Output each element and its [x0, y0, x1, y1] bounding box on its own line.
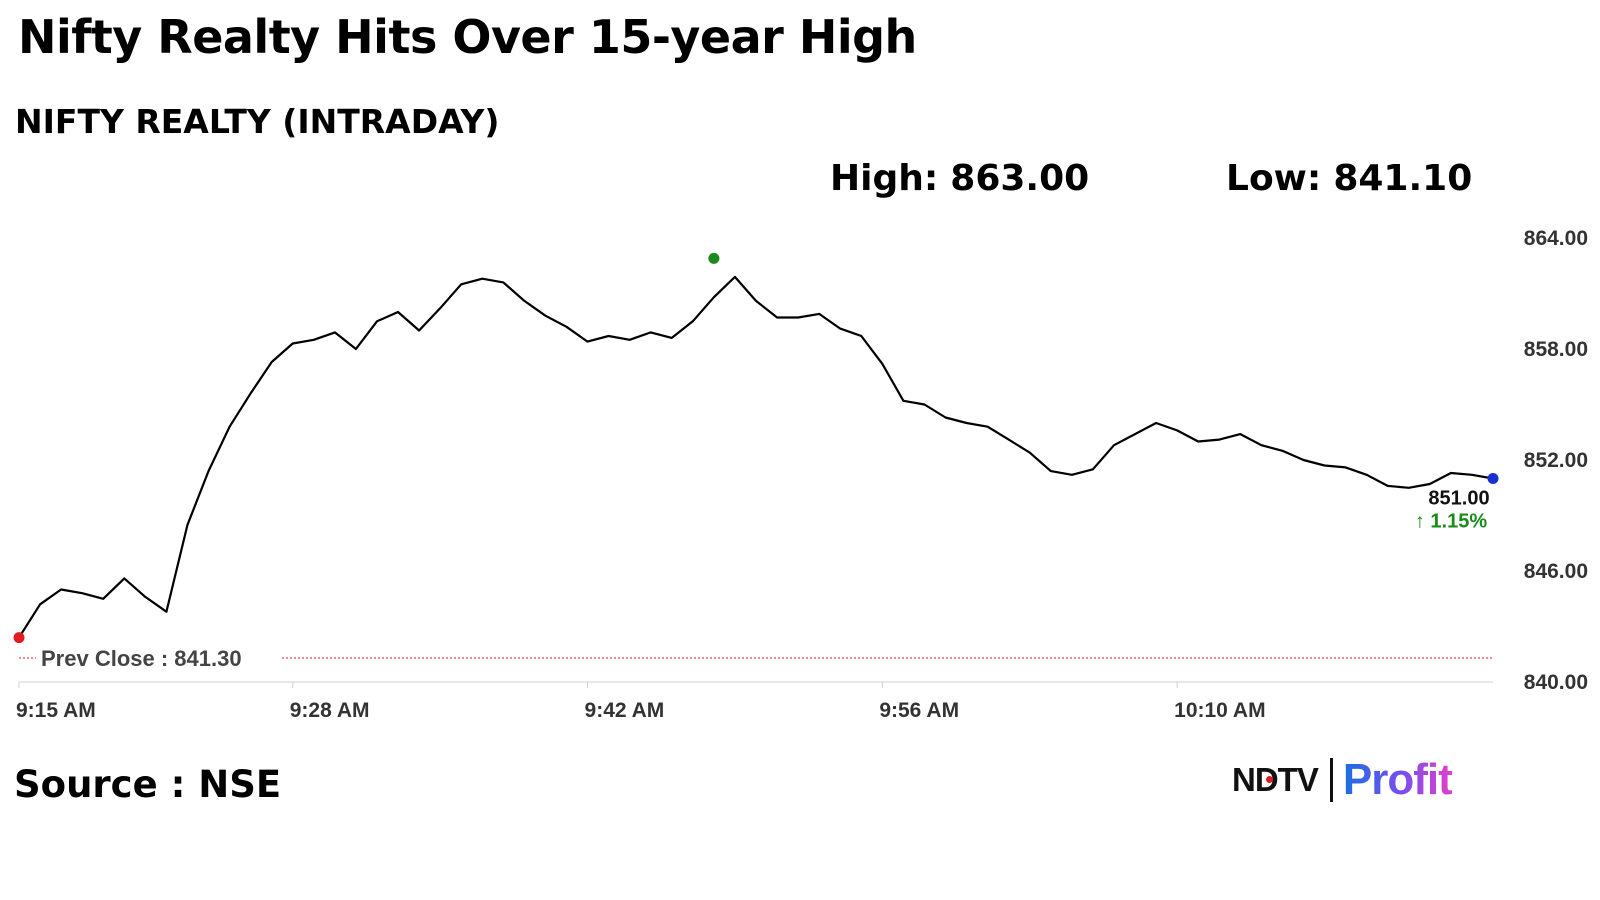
last-value-label: 851.00 [1428, 488, 1489, 510]
y-tick-label: 852.00 [1524, 449, 1588, 472]
open-marker [13, 632, 25, 644]
ndtv-profit-logo: NDTV Profit [1232, 754, 1453, 806]
y-tick-label: 840.00 [1524, 671, 1588, 694]
x-tick-label: 9:28 AM [290, 699, 370, 722]
x-tick-label: 9:42 AM [585, 699, 665, 722]
chart-subtitle: NIFTY REALTY (INTRADAY) [15, 102, 500, 141]
high-value: 863.00 [950, 158, 1090, 199]
x-tick-label: 9:56 AM [879, 699, 959, 722]
low-stat: Low: 841.10 [1226, 158, 1472, 199]
logo-profit-text: Profit [1342, 755, 1453, 804]
x-tick-label: 9:15 AM [16, 699, 96, 722]
high-label: High: [830, 158, 939, 199]
change-percent-label: ↑ 1.15% [1415, 511, 1487, 533]
prev-close-label: Prev Close : 841.30 [41, 646, 242, 671]
logo-ndtv-text: NDTV [1232, 761, 1319, 798]
series-line [18, 275, 1494, 639]
headline: Nifty Realty Hits Over 15-year High [18, 10, 917, 64]
y-tick-label: 846.00 [1524, 560, 1588, 583]
logo-divider [1329, 758, 1333, 802]
high-marker [708, 252, 720, 264]
low-value: 841.10 [1333, 158, 1473, 199]
last-marker [1487, 473, 1499, 484]
y-tick-label: 858.00 [1524, 338, 1588, 361]
low-label: Low: [1226, 158, 1322, 199]
logo-red-dot-icon [1266, 776, 1273, 783]
y-tick-label: 864.00 [1524, 227, 1588, 250]
source-note: Source : NSE [14, 763, 282, 806]
x-tick-label: 10:10 AM [1174, 699, 1265, 722]
high-stat: High: 863.00 [830, 158, 1089, 199]
